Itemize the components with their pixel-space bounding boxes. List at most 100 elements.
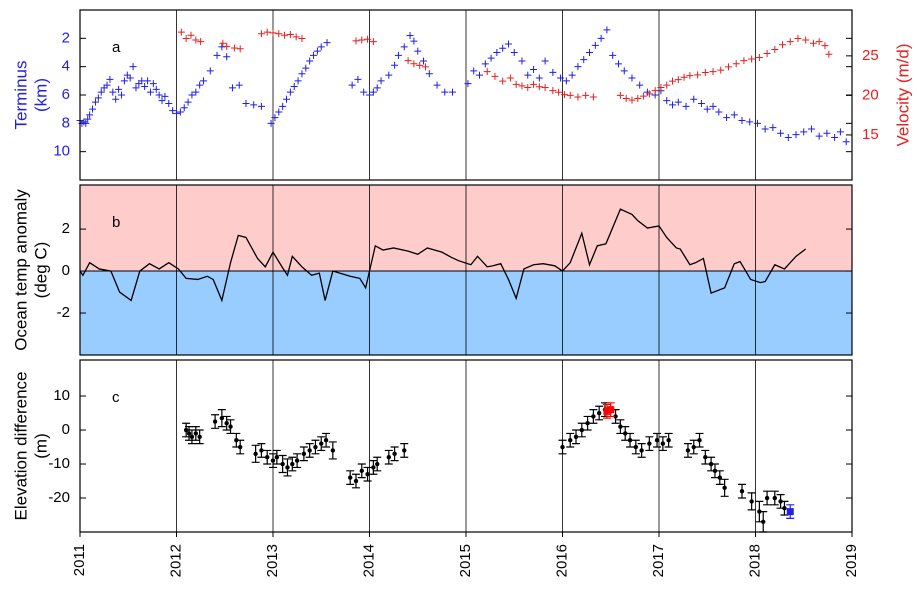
plus-marker [512,80,520,88]
y-tick-label: 0 [62,421,70,438]
plus-marker [129,63,137,71]
panel-label: c [112,389,120,406]
plus-marker [271,114,279,122]
plus-marker [640,92,648,100]
plus-marker [738,117,746,124]
point-marker [782,506,787,511]
plus-marker [263,28,271,36]
plus-marker [94,94,102,102]
point-marker [585,421,590,426]
plus-marker [377,77,385,85]
plus-marker [441,88,449,96]
y-tick-label: 10 [53,143,70,160]
plus-marker [582,91,590,99]
plus-marker [155,91,163,99]
plus-marker [730,111,738,119]
plus-marker [530,80,538,88]
x-tick-label: 2018 [746,544,763,577]
plus-marker [715,108,723,116]
point-marker [319,441,324,446]
point-marker [285,465,290,470]
plus-marker [298,70,306,78]
point-marker [313,444,318,450]
plus-marker [286,31,294,39]
plus-marker [784,134,792,141]
plus-marker [499,77,507,85]
plus-marker [84,115,92,123]
plus-marker [281,31,289,39]
plus-marker [294,77,302,85]
plus-marker [476,71,484,79]
plus-marker [792,131,800,139]
plus-marker [518,57,526,65]
plus-marker [815,38,823,46]
plus-marker [352,37,360,45]
plus-marker [831,134,839,141]
plus-marker [779,41,787,49]
plus-marker [555,88,563,96]
plus-marker [651,87,659,95]
point-marker [392,451,397,457]
point-marker [212,419,218,424]
plus-marker [680,73,688,81]
plus-marker [634,95,642,103]
plus-marker [723,114,731,122]
point-marker [697,438,702,443]
x-tick-label: 2013 [264,544,281,577]
plus-marker [117,91,125,99]
plus-marker [809,39,817,47]
point-marker [712,468,718,474]
plus-marker [292,33,300,41]
point-marker [290,461,295,467]
plus-marker [152,85,160,93]
plus-marker [771,46,779,54]
plus-marker [91,98,99,106]
point-marker [353,478,359,484]
plus-marker [682,102,690,110]
y-tick-label: -2 [57,304,70,321]
plus-marker [158,97,166,105]
plus-marker [223,42,231,50]
point-marker [623,431,628,436]
y-tick-label: 4 [62,58,70,75]
plus-marker [589,93,597,101]
plus-marker [97,88,105,96]
plus-marker [663,81,671,89]
plus-marker [636,81,644,89]
point-marker [786,508,794,516]
plus-marker [541,83,549,91]
plus-marker [358,36,366,44]
plus-marker [421,63,429,71]
point-marker [189,434,195,440]
plus-marker [614,60,622,68]
point-marker [323,438,329,443]
plus-marker [740,57,748,65]
plus-marker [709,102,717,110]
y-tick-label: 10 [53,387,70,404]
plus-marker [184,98,192,106]
point-marker [371,465,376,470]
point-marker [722,485,727,491]
plus-marker [535,83,543,91]
plus-marker [807,125,815,133]
y-axis-label: Ocean temp anomaly [11,189,30,351]
point-marker [348,475,353,480]
plus-marker [286,88,294,96]
plus-marker [669,77,677,85]
y-tick-label: 8 [62,114,70,131]
plus-marker [510,49,518,56]
point-marker [193,431,198,436]
point-marker [237,444,243,450]
plus-marker [354,75,362,83]
plus-marker [82,119,90,127]
point-marker [330,448,336,453]
point-marker [666,438,671,443]
plus-marker [686,72,694,80]
plus-marker [230,44,238,52]
plus-marker [109,88,117,96]
plus-marker [298,34,306,42]
plus-marker [257,30,265,38]
plus-marker [481,60,489,68]
plus-marker [703,105,711,113]
plus-marker [657,83,665,91]
